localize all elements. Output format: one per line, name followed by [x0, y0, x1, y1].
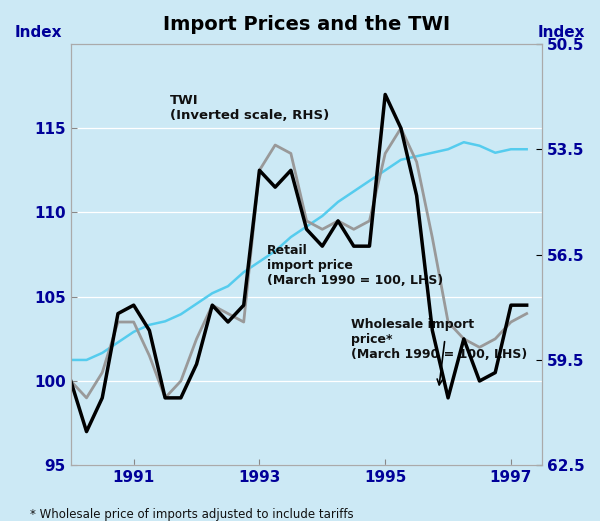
- Text: Index: Index: [14, 24, 62, 40]
- Text: Retail
import price
(March 1990 = 100, LHS): Retail import price (March 1990 = 100, L…: [266, 244, 443, 287]
- Text: Wholesale import
price*
(March 1990 = 100, LHS): Wholesale import price* (March 1990 = 10…: [352, 318, 527, 361]
- Text: Index: Index: [538, 24, 585, 40]
- Text: TWI
(Inverted scale, RHS): TWI (Inverted scale, RHS): [170, 94, 329, 122]
- Title: Import Prices and the TWI: Import Prices and the TWI: [163, 15, 450, 34]
- Text: * Wholesale price of imports adjusted to include tariffs: * Wholesale price of imports adjusted to…: [30, 508, 353, 521]
